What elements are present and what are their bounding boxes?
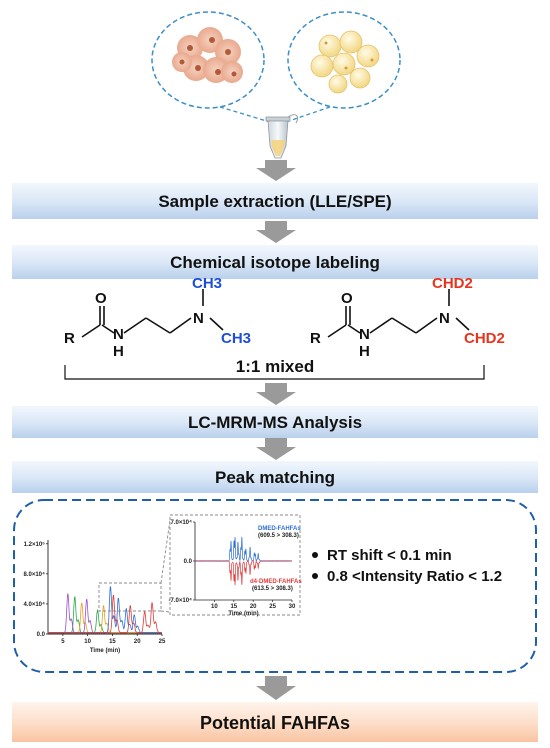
step-matching: Peak matching	[12, 461, 538, 493]
flow-arrows	[256, 160, 296, 700]
step-analysis-label: LC-MRM-MS Analysis	[188, 413, 362, 432]
structure-light	[81, 289, 224, 338]
structure-heavy-atoms: R O N H N CHD2 CHD2	[310, 275, 505, 360]
methyl-top-label: CH3	[192, 275, 222, 292]
inset-panel	[169, 514, 301, 616]
amide-nitrogen: N	[359, 326, 370, 343]
oxygen-atom: O	[95, 290, 107, 307]
chromatogram-trace	[47, 594, 163, 634]
amide-hydrogen: H	[113, 343, 124, 360]
oxygen-atom: O	[341, 290, 353, 307]
structure-light-atoms: R O N H N CH3 CH3	[64, 275, 251, 360]
step-labeling: Chemical isotope labeling	[12, 245, 538, 279]
y-tick-label: 8.0×10⁴	[24, 572, 46, 578]
y-tick-label: -7.0×10⁴	[169, 598, 193, 604]
arrow-down-icon	[256, 160, 296, 181]
x-axis-label: Time (min)	[228, 611, 258, 617]
legend-heavy-transition: (613.5 > 308.3)	[252, 586, 293, 592]
arrow-down-icon	[256, 383, 296, 405]
peak-matching-panel	[13, 499, 537, 673]
r-group: R	[310, 330, 321, 347]
x-axis-label: Time (min)	[90, 648, 120, 654]
y-tick-label: 7.0×10⁴	[171, 520, 193, 526]
x-tick-label: 20	[134, 639, 141, 645]
step-labeling-label: Chemical isotope labeling	[170, 253, 380, 272]
chromatogram-trace	[47, 586, 163, 634]
arrow-down-icon	[256, 221, 296, 243]
mix-label: 1:1 mixed	[236, 357, 314, 376]
amine-nitrogen: N	[193, 310, 204, 327]
chromatogram-trace	[47, 593, 163, 634]
arrow-down-icon	[256, 676, 296, 700]
tissue-bubble	[151, 11, 265, 109]
zoom-region	[98, 582, 162, 612]
deuterated-methyl-bottom-label: CHD2	[464, 330, 505, 347]
tube-icon	[265, 114, 299, 159]
step-analysis: LC-MRM-MS Analysis	[12, 406, 538, 438]
adipocyte-icon	[310, 30, 380, 94]
x-tick-label: 20	[250, 604, 257, 610]
amide-nitrogen: N	[113, 326, 124, 343]
chromatogram-trace	[47, 602, 162, 634]
step-extraction-label: Sample extraction (LLE/SPE)	[158, 192, 391, 211]
tissue-icon	[172, 27, 243, 83]
deuterated-methyl-top-label: CHD2	[432, 275, 473, 292]
amide-hydrogen: H	[359, 343, 370, 360]
criterion-intensity: 0.8 <Intensity Ratio < 1.2	[327, 568, 502, 585]
x-tick-label: 30	[289, 604, 296, 610]
structure-heavy	[327, 289, 470, 338]
sample-illustration	[151, 11, 401, 159]
bullet-icon	[312, 552, 318, 558]
x-tick-label: 25	[159, 639, 166, 645]
step-matching-label: Peak matching	[215, 468, 335, 487]
x-tick-label: 10	[84, 639, 91, 645]
legend-heavy-name: d4-DMED-FAHFAs	[250, 579, 302, 585]
mix-bracket: 1:1 mixed	[64, 357, 485, 380]
bullet-icon	[312, 573, 318, 579]
x-tick-label: 15	[230, 604, 237, 610]
y-tick-label: 4.0×10⁴	[24, 602, 46, 608]
step-extraction: Sample extraction (LLE/SPE)	[12, 183, 538, 219]
arrow-down-icon	[256, 438, 296, 460]
step-result: Potential FAHFAs	[12, 702, 538, 742]
mrm-chromatogram: 0.0 4.0×10⁴ 8.0×10⁴ 1.2×10⁵ 5 10 15 20 25 Time (m…	[24, 540, 166, 654]
x-tick-label: 10	[211, 604, 218, 610]
legend-light-transition: (609.5 > 308.3)	[258, 533, 299, 539]
criterion-rt-shift: RT shift < 0.1 min	[327, 547, 452, 564]
legend-light-name: DMED-FAHFAs	[258, 526, 301, 532]
r-group: R	[64, 330, 75, 347]
y-tick-label: 0.0	[37, 632, 46, 638]
amine-nitrogen: N	[439, 310, 450, 327]
y-tick-label: 1.2×10⁵	[24, 542, 46, 548]
matching-criteria: RT shift < 0.1 min 0.8 <Intensity Ratio …	[312, 547, 502, 585]
step-result-label: Potential FAHFAs	[200, 713, 350, 733]
x-tick-label: 25	[269, 604, 276, 610]
x-tick-label: 5	[61, 639, 65, 645]
x-tick-label: 15	[109, 639, 116, 645]
y-tick-label: 0.0	[184, 559, 193, 565]
isotope-pair-chromatogram: 7.0×10⁴ 0.0 -7.0×10⁴ 10 15 20 25 30 Time (min) DM…	[169, 520, 303, 617]
isotope-trace	[194, 560, 293, 586]
methyl-bottom-label: CH3	[221, 330, 251, 347]
adipocyte-bubble	[287, 11, 401, 109]
